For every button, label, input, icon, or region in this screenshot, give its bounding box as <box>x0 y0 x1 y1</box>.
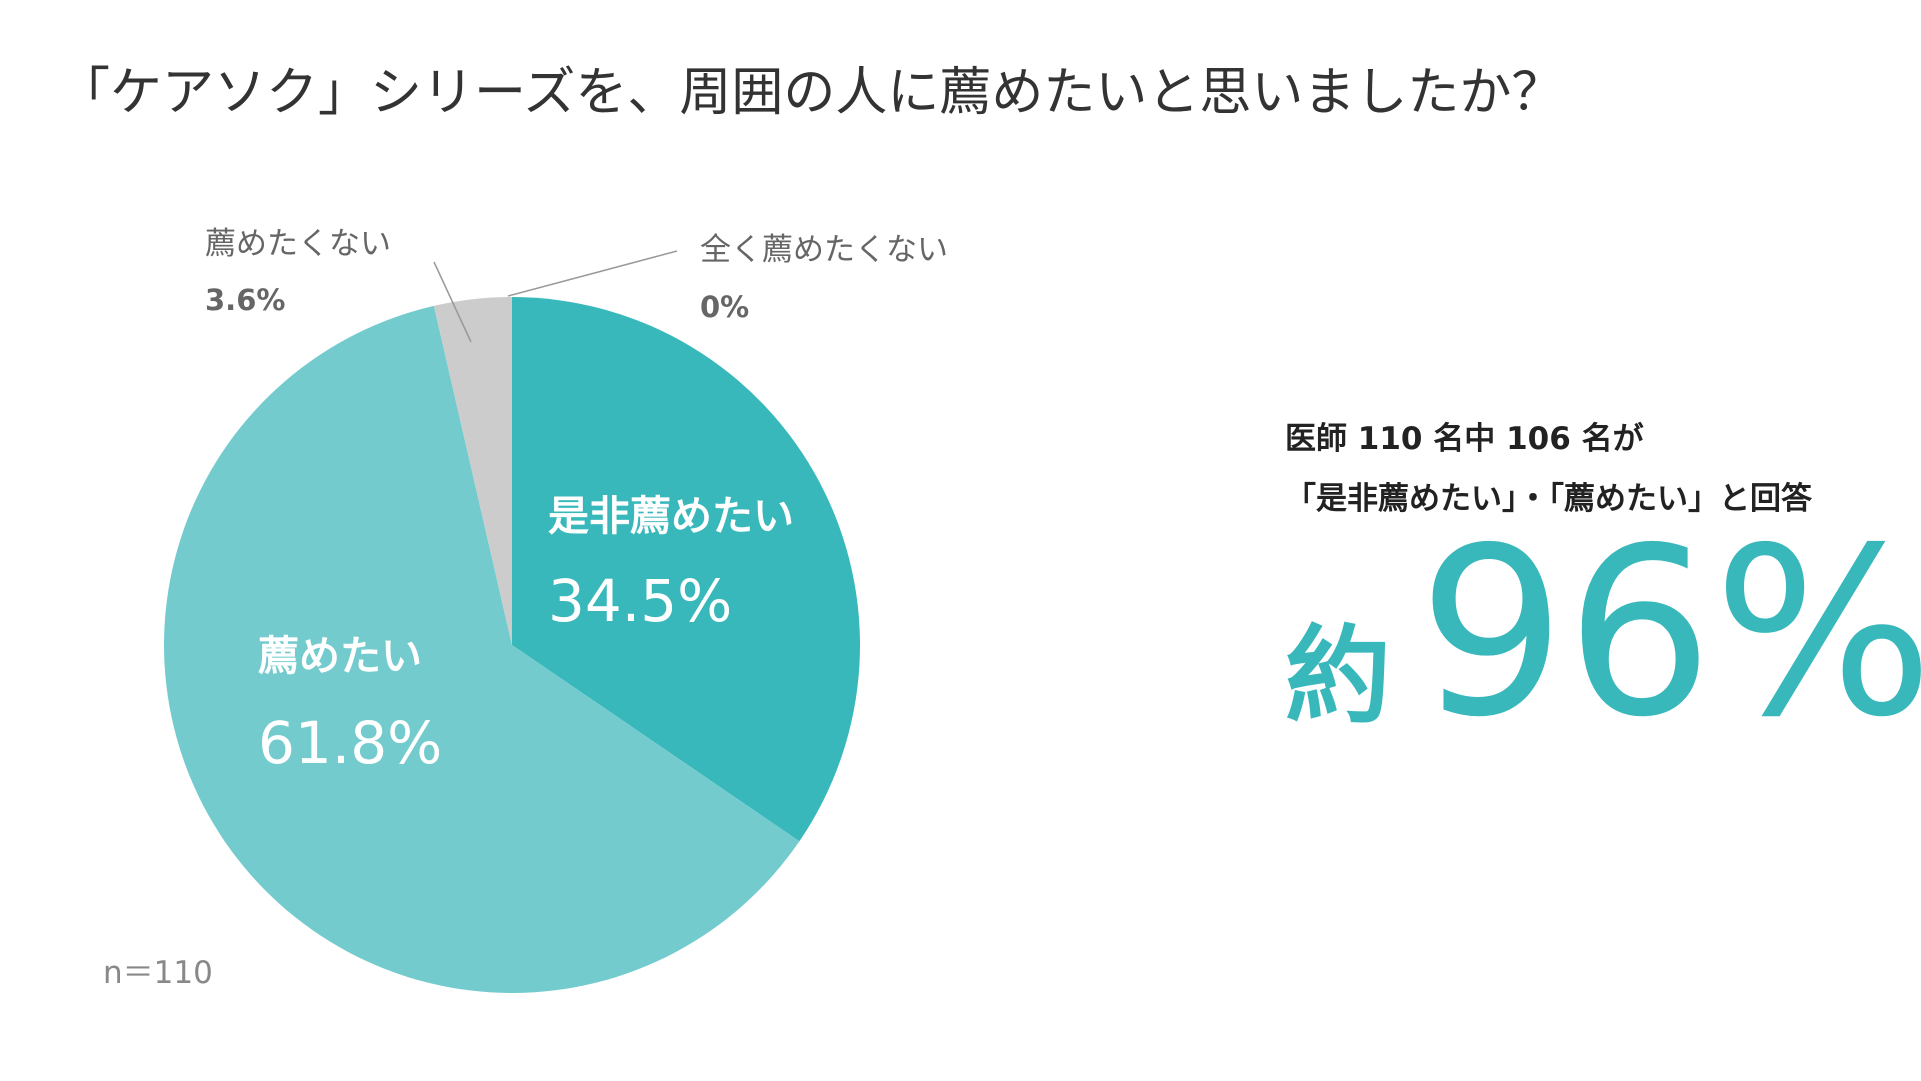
sample-size: n＝110 <box>103 955 213 991</box>
pie-slice-recommend <box>164 305 800 993</box>
page-title: 「ケアソク」シリーズを、周囲の人に薦めたいと思いましたか？ <box>58 63 1563 123</box>
summary-big-value: 96% <box>1418 498 1921 768</box>
summary-line-1: 医師 110 名中 106 名が <box>1285 421 1644 457</box>
slice-label-never-recommend: 全く薦めたくない <box>700 232 948 268</box>
slice-label-strongly-recommend: 是非薦めたい <box>548 492 794 540</box>
slice-label-not-recommend: 薦めたくない <box>205 226 391 262</box>
slice-value-recommend: 61.8% <box>258 709 442 777</box>
leader-line-never-recommend <box>507 250 678 297</box>
leader-line-not-recommend <box>433 261 472 343</box>
pie-slice-strongly-recommend <box>512 297 861 842</box>
summary-line-2: 「是非薦めたい」・「薦めたい」と回答 <box>1285 481 1813 517</box>
pie-slices <box>164 297 861 993</box>
slice-value-never-recommend: 0% <box>700 290 749 324</box>
slice-value-strongly-recommend: 34.5% <box>548 567 732 635</box>
pie-slice-not-recommend <box>433 297 512 645</box>
summary-prefix: 約 <box>1285 615 1391 738</box>
slice-value-not-recommend: 3.6% <box>205 283 285 317</box>
slice-label-recommend: 薦めたい <box>258 632 422 680</box>
